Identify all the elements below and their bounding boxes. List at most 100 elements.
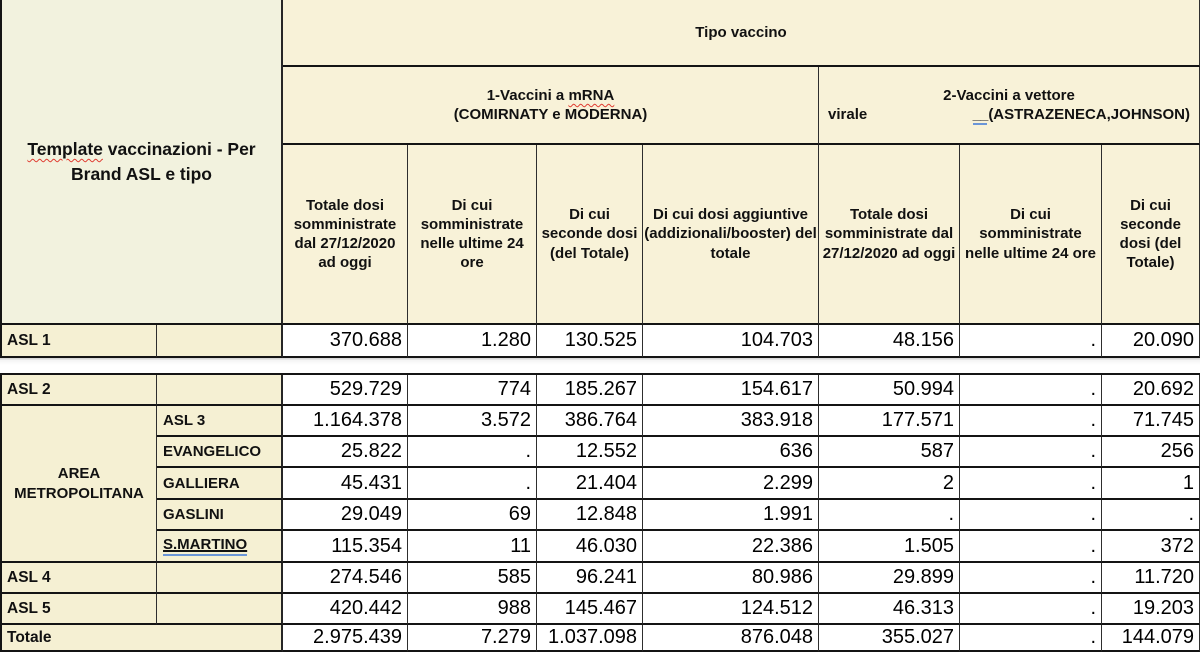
gaslini-v6[interactable]: . bbox=[1102, 500, 1200, 531]
row-asl1-brand-empty[interactable] bbox=[157, 325, 283, 358]
galliera-v0[interactable]: 45.431 bbox=[283, 468, 408, 500]
asl2-v6[interactable]: 20.692 bbox=[1102, 375, 1200, 406]
row-label-asl5[interactable]: ASL 5 bbox=[0, 594, 157, 625]
group-mrna-header-cell[interactable]: 1-Vaccini a mRNA (COMIRNATY e MODERNA) bbox=[283, 67, 819, 145]
galliera-v3[interactable]: 2.299 bbox=[643, 468, 819, 500]
gaslini-v2[interactable]: 12.848 bbox=[537, 500, 643, 531]
row-asl2-brand-empty[interactable] bbox=[157, 375, 283, 406]
galliera-v4[interactable]: 2 bbox=[819, 468, 960, 500]
asl1-v1[interactable]: 1.280 bbox=[408, 325, 537, 358]
template-title-cell[interactable]: Template vaccinazioni - Per Brand ASL e … bbox=[0, 0, 283, 325]
asl3-v5[interactable]: . bbox=[960, 406, 1102, 437]
asl4-v6[interactable]: 11.720 bbox=[1102, 563, 1200, 594]
asl5-v4[interactable]: 46.313 bbox=[819, 594, 960, 625]
asl4-v5[interactable]: . bbox=[960, 563, 1102, 594]
row-label-smartino[interactable]: S.MARTINO bbox=[157, 531, 283, 563]
evangelico-v3[interactable]: 636 bbox=[643, 437, 819, 468]
totale-v5[interactable]: . bbox=[960, 625, 1102, 652]
asl2-v0[interactable]: 529.729 bbox=[283, 375, 408, 406]
smartino-v5[interactable]: . bbox=[960, 531, 1102, 563]
asl3-v6[interactable]: 71.745 bbox=[1102, 406, 1200, 437]
asl2-v4[interactable]: 50.994 bbox=[819, 375, 960, 406]
totale-v4[interactable]: 355.027 bbox=[819, 625, 960, 652]
col-header-totale-dosi-mrna[interactable]: Totale dosi somministrate dal 27/12/2020… bbox=[283, 145, 408, 325]
col-header-totale-dosi-virale[interactable]: Totale dosi somministrate dal 27/12/2020… bbox=[819, 145, 960, 325]
asl1-v5[interactable]: . bbox=[960, 325, 1102, 358]
misspelled-mrna: mRNA bbox=[568, 86, 615, 104]
row-label-asl3[interactable]: ASL 3 bbox=[157, 406, 283, 437]
row-label-totale[interactable]: Totale bbox=[0, 625, 283, 652]
smartino-v4[interactable]: 1.505 bbox=[819, 531, 960, 563]
asl5-v0[interactable]: 420.442 bbox=[283, 594, 408, 625]
row-label-evangelico[interactable]: EVANGELICO bbox=[157, 437, 283, 468]
asl1-v0[interactable]: 370.688 bbox=[283, 325, 408, 358]
group-virale-header-cell[interactable]: 2-Vaccini a vettore virale __(ASTRAZENEC… bbox=[819, 67, 1200, 145]
gaslini-v5[interactable]: . bbox=[960, 500, 1102, 531]
smartino-v2[interactable]: 46.030 bbox=[537, 531, 643, 563]
asl4-v1[interactable]: 585 bbox=[408, 563, 537, 594]
row-label-gaslini[interactable]: GASLINI bbox=[157, 500, 283, 531]
totale-v1[interactable]: 7.279 bbox=[408, 625, 537, 652]
galliera-v5[interactable]: . bbox=[960, 468, 1102, 500]
smartino-link-text[interactable]: S.MARTINO bbox=[163, 536, 248, 556]
asl2-v5[interactable]: . bbox=[960, 375, 1102, 406]
tipo-vaccino-header-cell[interactable]: Tipo vaccino bbox=[283, 0, 1200, 67]
col-header-ultime24-virale[interactable]: Di cui somministrate nelle ultime 24 ore bbox=[960, 145, 1102, 325]
col-header-ultime24-mrna[interactable]: Di cui somministrate nelle ultime 24 ore bbox=[408, 145, 537, 325]
col-header-dosi-aggiuntive[interactable]: Di cui dosi aggiuntive (addizionali/boos… bbox=[643, 145, 819, 325]
row-label-galliera[interactable]: GALLIERA bbox=[157, 468, 283, 500]
gaslini-v4[interactable]: . bbox=[819, 500, 960, 531]
asl1-v4[interactable]: 48.156 bbox=[819, 325, 960, 358]
evangelico-v1[interactable]: . bbox=[408, 437, 537, 468]
asl2-v1[interactable]: 774 bbox=[408, 375, 537, 406]
galliera-v1[interactable]: . bbox=[408, 468, 537, 500]
asl4-v4[interactable]: 29.899 bbox=[819, 563, 960, 594]
evangelico-v6[interactable]: 256 bbox=[1102, 437, 1200, 468]
asl3-v0[interactable]: 1.164.378 bbox=[283, 406, 408, 437]
evangelico-v0[interactable]: 25.822 bbox=[283, 437, 408, 468]
row-label-asl1[interactable]: ASL 1 bbox=[0, 325, 157, 358]
evangelico-v5[interactable]: . bbox=[960, 437, 1102, 468]
galliera-v2[interactable]: 21.404 bbox=[537, 468, 643, 500]
row-asl4-brand-empty[interactable] bbox=[157, 563, 283, 594]
totale-v2[interactable]: 1.037.098 bbox=[537, 625, 643, 652]
smartino-v1[interactable]: 11 bbox=[408, 531, 537, 563]
asl4-v3[interactable]: 80.986 bbox=[643, 563, 819, 594]
gaslini-v0[interactable]: 29.049 bbox=[283, 500, 408, 531]
asl4-v0[interactable]: 274.546 bbox=[283, 563, 408, 594]
asl1-v3[interactable]: 104.703 bbox=[643, 325, 819, 358]
evangelico-v2[interactable]: 12.552 bbox=[537, 437, 643, 468]
col-header-seconde-dosi-mrna[interactable]: Di cui seconde dosi (del Totale) bbox=[537, 145, 643, 325]
smartino-v6[interactable]: 372 bbox=[1102, 531, 1200, 563]
asl5-v1[interactable]: 988 bbox=[408, 594, 537, 625]
asl1-v6[interactable]: 20.090 bbox=[1102, 325, 1200, 358]
row-label-asl4[interactable]: ASL 4 bbox=[0, 563, 157, 594]
asl2-v3[interactable]: 154.617 bbox=[643, 375, 819, 406]
totale-v3[interactable]: 876.048 bbox=[643, 625, 819, 652]
asl5-v3[interactable]: 124.512 bbox=[643, 594, 819, 625]
template-title-text: Template vaccinazioni - Per Brand ASL e … bbox=[27, 139, 256, 184]
smartino-v0[interactable]: 115.354 bbox=[283, 531, 408, 563]
asl5-v5[interactable]: . bbox=[960, 594, 1102, 625]
asl5-v6[interactable]: 19.203 bbox=[1102, 594, 1200, 625]
asl5-v2[interactable]: 145.467 bbox=[537, 594, 643, 625]
totale-v6[interactable]: 144.079 bbox=[1102, 625, 1200, 652]
smartino-v3[interactable]: 22.386 bbox=[643, 531, 819, 563]
gaslini-v3[interactable]: 1.991 bbox=[643, 500, 819, 531]
row-group-label-area-metropolitana[interactable]: AREA METROPOLITANA bbox=[0, 406, 157, 563]
gaslini-v1[interactable]: 69 bbox=[408, 500, 537, 531]
row-label-asl2[interactable]: ASL 2 bbox=[0, 375, 157, 406]
col-header-seconde-dosi-virale[interactable]: Di cui seconde dosi (del Totale) bbox=[1102, 145, 1200, 325]
totale-v0[interactable]: 2.975.439 bbox=[283, 625, 408, 652]
evangelico-v4[interactable]: 587 bbox=[819, 437, 960, 468]
asl3-v1[interactable]: 3.572 bbox=[408, 406, 537, 437]
asl1-v2[interactable]: 130.525 bbox=[537, 325, 643, 358]
asl2-v2[interactable]: 185.267 bbox=[537, 375, 643, 406]
asl3-v2[interactable]: 386.764 bbox=[537, 406, 643, 437]
asl4-v2[interactable]: 96.241 bbox=[537, 563, 643, 594]
asl3-v3[interactable]: 383.918 bbox=[643, 406, 819, 437]
asl3-v4[interactable]: 177.571 bbox=[819, 406, 960, 437]
row-asl5-brand-empty[interactable] bbox=[157, 594, 283, 625]
galliera-v6[interactable]: 1 bbox=[1102, 468, 1200, 500]
